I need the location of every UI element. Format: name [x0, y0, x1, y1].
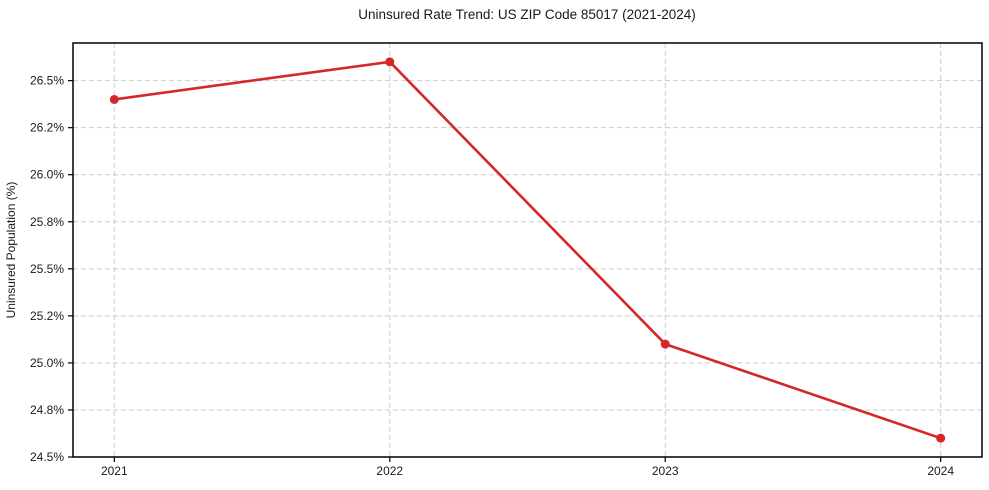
y-tick-label: 25.0%: [30, 356, 64, 370]
axis-tick-labels: 2021 2022 2023 2024 24.5% 24.8% 25.0% 25.2% 25.5…: [30, 74, 954, 478]
data-point-marker: [660, 339, 670, 349]
trend-line: [113, 60, 942, 440]
data-point-marker: [385, 57, 395, 67]
x-tick-label: 2021: [101, 464, 128, 478]
y-tick-label: 25.2%: [30, 309, 64, 323]
axis-tick-marks: [68, 80, 942, 462]
chart-title: Uninsured Rate Trend: US ZIP Code 85017 …: [358, 7, 695, 22]
y-tick-label: 26.0%: [30, 168, 64, 182]
data-point-marker: [109, 94, 119, 104]
y-tick-label: 26.2%: [30, 121, 64, 135]
y-tick-label: 26.5%: [30, 74, 64, 88]
data-point-marker: [936, 433, 946, 443]
x-tick-label: 2024: [927, 464, 954, 478]
plot-border: [72, 42, 983, 458]
y-tick-label: 25.8%: [30, 215, 64, 229]
x-tick-label: 2023: [652, 464, 679, 478]
y-axis-label: Uninsured Population (%): [4, 182, 18, 319]
data-series: [109, 57, 946, 443]
x-tick-label: 2022: [376, 464, 403, 478]
gridlines: [73, 43, 982, 458]
y-tick-label: 24.8%: [30, 403, 64, 417]
y-tick-label: 24.5%: [30, 450, 64, 464]
y-tick-label: 25.5%: [30, 262, 64, 276]
